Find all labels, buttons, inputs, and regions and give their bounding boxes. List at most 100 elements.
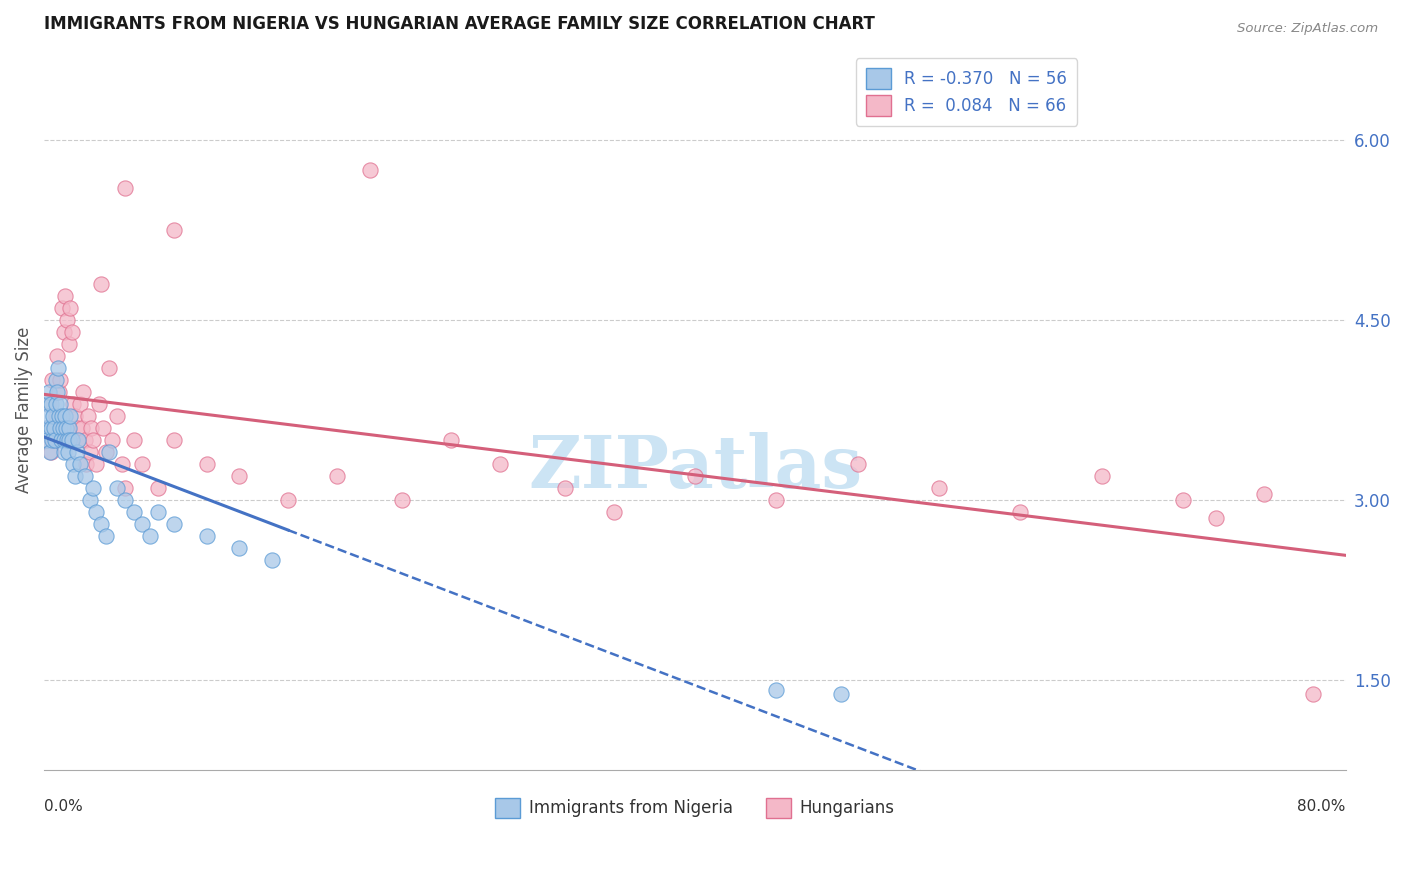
Point xyxy=(89,397,111,411)
Point xyxy=(554,481,576,495)
Point xyxy=(131,516,153,531)
Point xyxy=(60,325,83,339)
Point xyxy=(122,505,145,519)
Point xyxy=(37,409,59,423)
Point xyxy=(63,469,86,483)
Point xyxy=(66,445,89,459)
Point xyxy=(52,421,75,435)
Point xyxy=(66,421,89,435)
Point xyxy=(38,445,60,459)
Point xyxy=(765,492,787,507)
Point xyxy=(84,457,107,471)
Point xyxy=(79,492,101,507)
Point xyxy=(46,349,69,363)
Point xyxy=(72,384,94,399)
Point xyxy=(56,433,79,447)
Point xyxy=(101,433,124,447)
Text: 0.0%: 0.0% xyxy=(44,799,83,814)
Point xyxy=(38,384,60,399)
Text: IMMIGRANTS FROM NIGERIA VS HUNGARIAN AVERAGE FAMILY SIZE CORRELATION CHART: IMMIGRANTS FROM NIGERIA VS HUNGARIAN AVE… xyxy=(44,15,875,33)
Point xyxy=(440,433,463,447)
Point xyxy=(51,301,73,315)
Point xyxy=(80,421,103,435)
Point xyxy=(105,409,128,423)
Point xyxy=(38,397,60,411)
Point xyxy=(1171,492,1194,507)
Point xyxy=(359,162,381,177)
Point xyxy=(488,457,510,471)
Point xyxy=(105,481,128,495)
Point xyxy=(830,687,852,701)
Point xyxy=(73,433,96,447)
Point xyxy=(391,492,413,507)
Point xyxy=(35,433,58,447)
Point xyxy=(52,433,75,447)
Point xyxy=(41,373,63,387)
Point xyxy=(63,409,86,423)
Point xyxy=(82,433,104,447)
Point xyxy=(73,469,96,483)
Point xyxy=(139,529,162,543)
Point xyxy=(44,397,66,411)
Point xyxy=(46,360,69,375)
Point xyxy=(51,409,73,423)
Text: Source: ZipAtlas.com: Source: ZipAtlas.com xyxy=(1237,22,1378,36)
Point xyxy=(42,421,65,435)
Point xyxy=(122,433,145,447)
Point xyxy=(48,421,70,435)
Point xyxy=(1253,487,1275,501)
Point xyxy=(59,301,82,315)
Point xyxy=(326,469,349,483)
Point xyxy=(62,397,84,411)
Point xyxy=(114,481,136,495)
Point xyxy=(69,397,91,411)
Point xyxy=(91,421,114,435)
Point xyxy=(75,457,97,471)
Point xyxy=(111,457,134,471)
Point xyxy=(765,682,787,697)
Point xyxy=(67,433,90,447)
Point xyxy=(46,384,69,399)
Point xyxy=(94,445,117,459)
Point xyxy=(59,409,82,423)
Point xyxy=(98,445,121,459)
Point xyxy=(42,433,65,447)
Point xyxy=(90,516,112,531)
Point xyxy=(60,433,83,447)
Point xyxy=(37,433,59,447)
Point xyxy=(44,409,66,423)
Point xyxy=(35,421,58,435)
Text: ZIPatlas: ZIPatlas xyxy=(527,432,862,503)
Point xyxy=(45,373,67,387)
Point xyxy=(146,481,169,495)
Point xyxy=(163,516,186,531)
Point xyxy=(52,325,75,339)
Point xyxy=(84,505,107,519)
Point xyxy=(58,337,80,351)
Point xyxy=(79,445,101,459)
Point xyxy=(928,481,950,495)
Point xyxy=(228,541,250,555)
Point xyxy=(49,373,72,387)
Point xyxy=(62,457,84,471)
Point xyxy=(39,421,62,435)
Point xyxy=(146,505,169,519)
Point xyxy=(42,409,65,423)
Point xyxy=(55,421,77,435)
Point xyxy=(48,384,70,399)
Point xyxy=(70,421,93,435)
Point xyxy=(131,457,153,471)
Point xyxy=(163,433,186,447)
Point xyxy=(98,360,121,375)
Point xyxy=(77,409,100,423)
Text: 80.0%: 80.0% xyxy=(1298,799,1346,814)
Point xyxy=(48,409,70,423)
Point xyxy=(53,445,76,459)
Point xyxy=(41,433,63,447)
Point xyxy=(163,223,186,237)
Point xyxy=(49,397,72,411)
Point xyxy=(53,409,76,423)
Point xyxy=(51,433,73,447)
Point xyxy=(56,313,79,327)
Point xyxy=(44,433,66,447)
